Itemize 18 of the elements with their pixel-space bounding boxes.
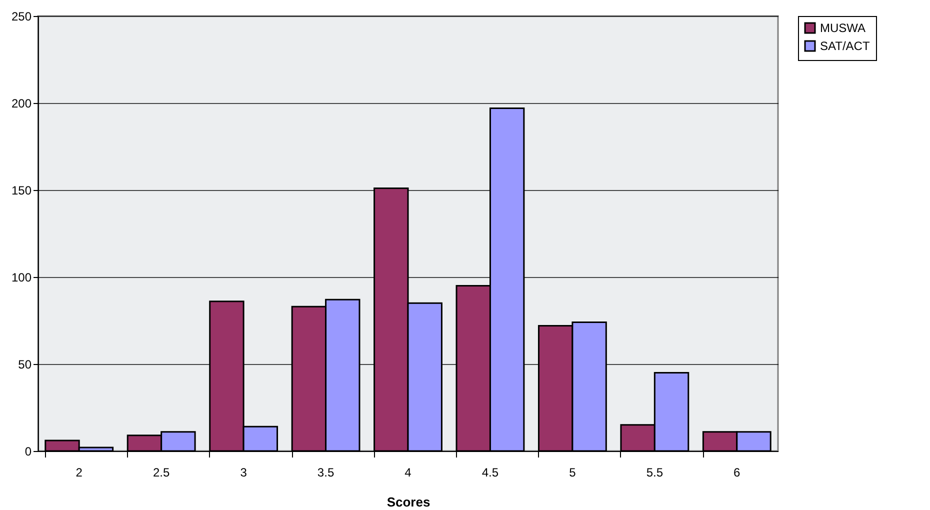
x-tick-label: 3.5 [317,466,334,480]
x-axis-title: Scores [386,494,430,510]
legend-label: MUSWA [820,21,866,35]
x-tick-label: 4.5 [482,466,499,480]
y-tick-label: 100 [11,270,32,284]
y-tick-label: 0 [24,444,32,458]
x-tick-label: 2 [76,466,83,480]
y-tick-label: 250 [11,10,32,24]
x-tick-label: 6 [734,466,741,480]
x-tick-label: 5.5 [646,466,664,480]
legend-label: SAT/ACT [820,39,870,53]
x-tick-label: 4 [404,466,412,480]
x-tick-label: 2.5 [152,466,170,480]
x-tick-label: 3 [240,466,248,480]
x-tick-label: 5 [569,466,576,480]
y-tick-label: 50 [18,358,32,372]
y-tick-label: 200 [11,96,32,110]
y-tick-label: 150 [11,184,32,198]
